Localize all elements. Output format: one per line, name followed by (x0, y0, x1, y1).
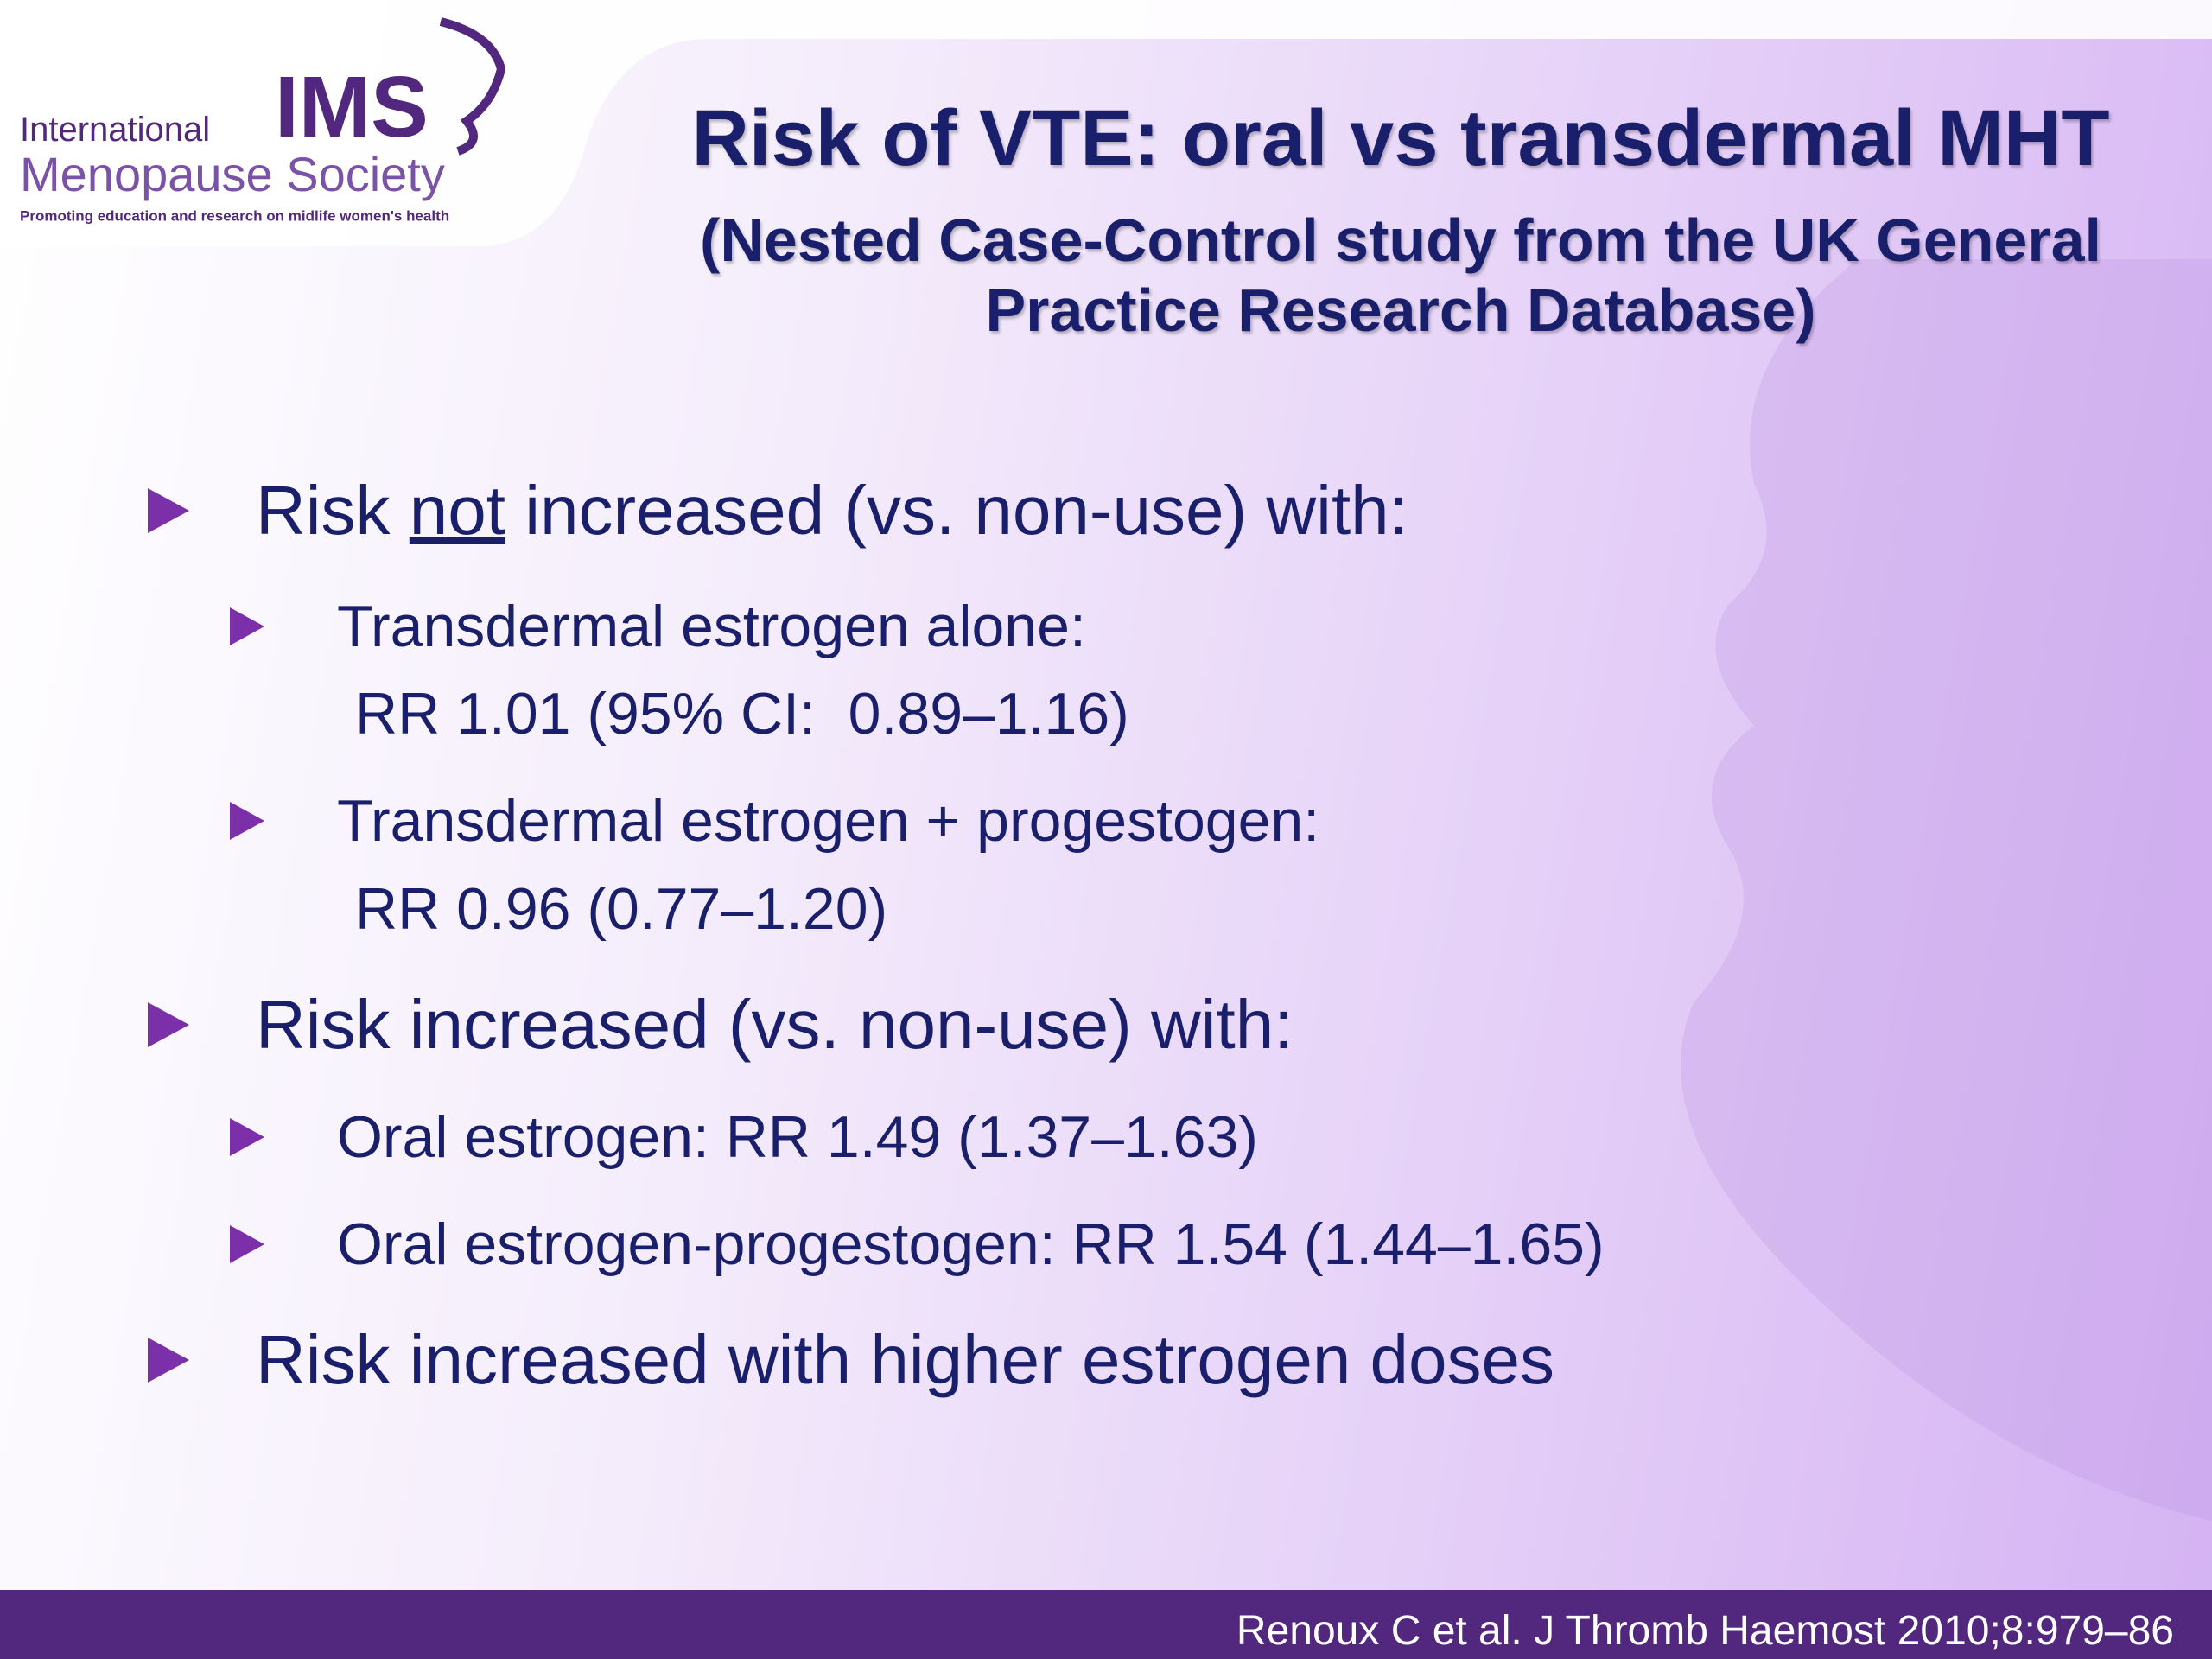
logo-name: International (20, 111, 211, 149)
slide-title: Risk of VTE: oral vs transdermal MHT (691, 94, 2110, 182)
sub-bullet-marker (230, 1225, 264, 1263)
text-run: increased (vs. non-use) with: (505, 472, 1408, 549)
footer-bar (0, 1590, 2212, 1659)
bullet-marker (148, 488, 189, 533)
text-run: Risk (256, 472, 410, 549)
sub-bullet-text: Oral estrogen-progestogen: RR 1.54 (1.44… (337, 1211, 1605, 1277)
bullet-text: Risk not increased (vs. non-use) with: (256, 476, 1408, 545)
logo-mark (439, 17, 506, 156)
logo-tagline: Promoting education and research on midl… (20, 207, 450, 225)
silhouette (1681, 259, 2212, 1521)
bullet-marker (148, 1002, 189, 1047)
bullet-text: Risk increased (vs. non-use) with: (256, 990, 1293, 1059)
text-run: Risk increased (vs. non-use) with: (256, 986, 1294, 1063)
sub-bullet-marker (230, 1118, 264, 1156)
bullet-marker (148, 1338, 189, 1382)
sub-bullet-text: Transdermal estrogen + progestogen: (337, 788, 1320, 854)
sub-bullet-text: Oral estrogen: RR 1.49 (1.37–1.63) (337, 1104, 1258, 1170)
slide-subtitle: (Nested Case-Control study from the UK G… (700, 207, 2101, 274)
sub-bullet-marker (230, 802, 264, 840)
sub-bullet-text: Transdermal estrogen alone: (337, 594, 1086, 659)
logo-panel (0, 0, 2212, 246)
bullet-text: Risk increased with higher estrogen dose… (256, 1325, 1554, 1395)
logo-acronym: IMS (275, 59, 429, 156)
slide-subtitle: Practice Research Database) (985, 276, 1816, 344)
text-run: not (409, 472, 505, 549)
logo-name: Menopause Society (20, 147, 445, 201)
sub-bullet-marker (230, 607, 264, 645)
sub-bullet-text: RR 1.01 (95% CI: 0.89–1.16) (355, 681, 1129, 747)
sub-bullet-text: RR 0.96 (0.77–1.20) (355, 876, 888, 942)
text-run: Risk increased with higher estrogen dose… (256, 1321, 1555, 1398)
footer-citation: Renoux C et al. J Thromb Haemost 2010;8:… (1236, 1608, 2174, 1654)
